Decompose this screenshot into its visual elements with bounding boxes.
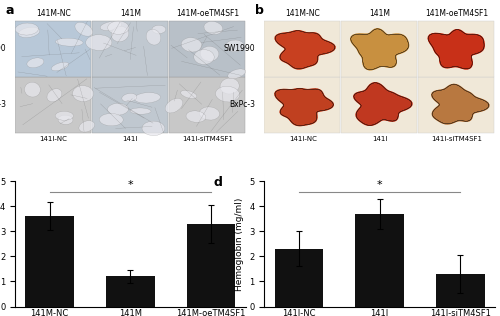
- Polygon shape: [428, 30, 484, 69]
- Text: 141I: 141I: [372, 136, 388, 142]
- Polygon shape: [432, 84, 489, 124]
- Polygon shape: [275, 31, 335, 69]
- Ellipse shape: [204, 21, 223, 34]
- Ellipse shape: [180, 90, 197, 99]
- Polygon shape: [351, 29, 408, 70]
- Text: SW1990: SW1990: [0, 44, 6, 53]
- Y-axis label: Hemoglobin (mg/ml): Hemoglobin (mg/ml): [234, 197, 244, 290]
- Ellipse shape: [108, 21, 129, 34]
- Ellipse shape: [100, 113, 123, 126]
- Ellipse shape: [52, 62, 69, 71]
- Ellipse shape: [122, 94, 137, 102]
- Ellipse shape: [18, 27, 40, 38]
- Bar: [15, 21, 91, 77]
- Text: a: a: [6, 3, 14, 16]
- Text: 141I-siTM4SF1: 141I-siTM4SF1: [182, 136, 233, 142]
- Ellipse shape: [24, 82, 40, 97]
- Ellipse shape: [181, 38, 202, 52]
- Ellipse shape: [134, 93, 160, 103]
- Text: 141M: 141M: [120, 9, 141, 18]
- Bar: [92, 77, 168, 133]
- Polygon shape: [432, 84, 489, 124]
- Ellipse shape: [152, 25, 166, 33]
- Ellipse shape: [79, 121, 94, 132]
- Ellipse shape: [72, 86, 94, 102]
- Ellipse shape: [186, 111, 206, 122]
- Ellipse shape: [200, 107, 220, 120]
- Bar: [264, 21, 340, 77]
- Text: *: *: [377, 180, 382, 191]
- Text: b: b: [255, 3, 264, 16]
- Text: BxPc-3: BxPc-3: [229, 100, 255, 109]
- Bar: [169, 21, 244, 77]
- Ellipse shape: [56, 38, 83, 46]
- Ellipse shape: [86, 35, 112, 51]
- Ellipse shape: [146, 29, 161, 45]
- Ellipse shape: [100, 21, 122, 31]
- Text: 141I-siTM4SF1: 141I-siTM4SF1: [431, 136, 482, 142]
- Text: 141I: 141I: [122, 136, 138, 142]
- Ellipse shape: [47, 89, 62, 102]
- Polygon shape: [275, 89, 334, 125]
- Text: 141I-NC: 141I-NC: [40, 136, 68, 142]
- Ellipse shape: [58, 115, 73, 125]
- Bar: [356, 214, 404, 307]
- Polygon shape: [428, 30, 484, 69]
- Bar: [15, 77, 91, 133]
- Polygon shape: [354, 83, 412, 125]
- Bar: [92, 21, 168, 77]
- Ellipse shape: [216, 86, 240, 102]
- Text: 141I-NC: 141I-NC: [289, 136, 316, 142]
- Ellipse shape: [165, 98, 183, 113]
- Text: 141M-NC: 141M-NC: [286, 9, 320, 18]
- Text: 141M-oeTM4SF1: 141M-oeTM4SF1: [176, 9, 239, 18]
- Polygon shape: [275, 89, 334, 125]
- Ellipse shape: [75, 22, 93, 36]
- Bar: [26, 216, 74, 307]
- Polygon shape: [351, 29, 408, 70]
- Text: *: *: [128, 180, 133, 191]
- Bar: [187, 224, 236, 307]
- Text: 141M: 141M: [369, 9, 390, 18]
- Ellipse shape: [112, 27, 129, 42]
- Polygon shape: [354, 83, 412, 125]
- Text: 141M-NC: 141M-NC: [36, 9, 71, 18]
- Ellipse shape: [130, 108, 151, 114]
- Bar: [169, 77, 244, 133]
- Ellipse shape: [55, 111, 74, 120]
- Ellipse shape: [16, 23, 38, 35]
- Bar: [418, 77, 494, 133]
- Text: 141M-oeTM4SF1: 141M-oeTM4SF1: [425, 9, 488, 18]
- Bar: [418, 21, 494, 77]
- Ellipse shape: [142, 121, 165, 136]
- Ellipse shape: [27, 58, 44, 68]
- Text: d: d: [214, 176, 222, 189]
- Ellipse shape: [220, 78, 239, 94]
- Ellipse shape: [226, 40, 244, 52]
- Bar: [264, 77, 340, 133]
- Bar: [436, 274, 484, 307]
- Bar: [106, 276, 154, 307]
- Ellipse shape: [194, 50, 214, 64]
- Bar: [274, 249, 323, 307]
- Text: SW1990: SW1990: [224, 44, 255, 53]
- Polygon shape: [275, 31, 335, 69]
- Ellipse shape: [108, 103, 128, 115]
- Ellipse shape: [200, 46, 219, 61]
- Text: BxPc-3: BxPc-3: [0, 100, 6, 109]
- Bar: [341, 21, 417, 77]
- Bar: [341, 77, 417, 133]
- Ellipse shape: [228, 69, 246, 79]
